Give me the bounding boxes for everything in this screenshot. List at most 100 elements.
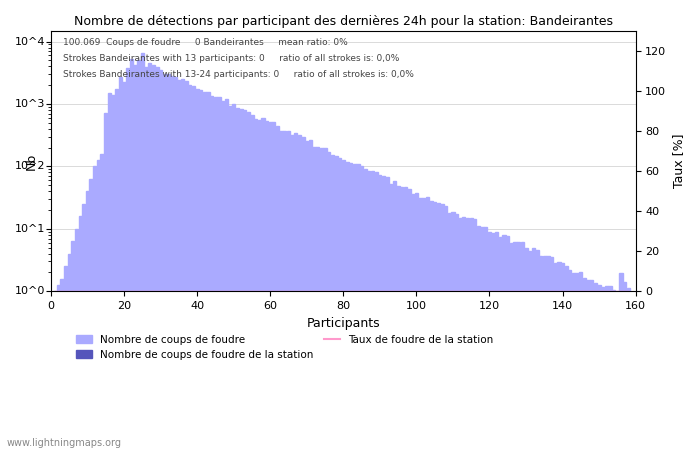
Bar <box>82 204 85 450</box>
Bar <box>608 287 612 450</box>
Bar <box>302 137 304 450</box>
Bar <box>517 242 520 450</box>
Bar <box>133 65 136 450</box>
Bar <box>524 248 528 450</box>
Bar <box>386 177 389 450</box>
Bar <box>590 280 594 450</box>
Bar <box>510 243 513 450</box>
Bar <box>243 110 246 450</box>
Bar <box>90 179 93 450</box>
Bar <box>587 280 589 450</box>
Bar <box>353 164 356 450</box>
Bar <box>342 160 345 450</box>
Bar <box>78 216 82 450</box>
Bar <box>579 272 582 450</box>
Bar <box>269 122 272 450</box>
Bar <box>144 67 148 450</box>
Bar <box>400 187 403 450</box>
Bar <box>309 140 312 450</box>
Text: Strokes Bandeirantes with 13 participants: 0     ratio of all strokes is: 0,0%: Strokes Bandeirantes with 13 participant… <box>62 54 399 63</box>
Bar <box>335 156 337 450</box>
Bar <box>192 86 195 450</box>
Bar <box>393 181 396 450</box>
Bar <box>64 266 67 450</box>
Bar <box>258 121 261 450</box>
Bar <box>447 213 451 450</box>
Bar <box>345 162 349 450</box>
Bar <box>228 106 232 450</box>
Bar <box>426 197 429 450</box>
X-axis label: Participants: Participants <box>307 316 380 329</box>
Bar <box>323 148 327 450</box>
Bar <box>539 256 542 450</box>
Bar <box>232 104 235 450</box>
Bar <box>404 187 407 450</box>
Bar <box>616 291 619 450</box>
Bar <box>181 79 184 450</box>
Text: 10^4: 10^4 <box>15 36 45 46</box>
Bar <box>462 217 466 450</box>
Bar <box>71 241 74 450</box>
Text: www.lightningmaps.org: www.lightningmaps.org <box>7 438 122 448</box>
Text: 100.069  Coups de foudre     0 Bandeirantes     mean ratio: 0%: 100.069 Coups de foudre 0 Bandeirantes m… <box>62 38 347 47</box>
Bar <box>491 233 495 450</box>
Bar <box>108 93 111 450</box>
Bar <box>203 92 206 450</box>
Bar <box>68 254 71 450</box>
Bar <box>506 236 510 450</box>
Bar <box>290 135 294 450</box>
Text: 10^2: 10^2 <box>15 162 45 171</box>
Bar <box>272 122 276 450</box>
Bar <box>218 97 220 450</box>
Bar <box>155 67 158 450</box>
Bar <box>458 218 462 450</box>
Bar <box>320 148 323 450</box>
Text: 10^3: 10^3 <box>15 99 45 109</box>
Bar <box>239 109 243 450</box>
Bar <box>371 171 374 450</box>
Bar <box>276 126 279 450</box>
Bar <box>137 59 140 450</box>
Bar <box>531 248 535 450</box>
Bar <box>429 202 433 450</box>
Bar <box>605 286 608 450</box>
Bar <box>378 175 382 450</box>
Bar <box>542 256 546 450</box>
Bar <box>93 166 97 450</box>
Bar <box>305 141 309 450</box>
Bar <box>225 99 228 450</box>
Bar <box>312 147 316 450</box>
Bar <box>170 76 173 450</box>
Y-axis label: Taux [%]: Taux [%] <box>672 134 685 188</box>
Bar <box>407 189 411 450</box>
Bar <box>572 273 575 450</box>
Bar <box>246 112 250 450</box>
Bar <box>414 193 418 450</box>
Bar <box>210 96 214 450</box>
Bar <box>437 203 440 450</box>
Bar <box>452 212 454 450</box>
Bar <box>411 194 414 450</box>
Bar <box>495 232 498 450</box>
Bar <box>119 76 122 450</box>
Bar <box>554 263 556 450</box>
Bar <box>396 186 400 450</box>
Bar <box>528 251 531 450</box>
Y-axis label: Nb: Nb <box>25 152 38 170</box>
Bar <box>360 166 363 450</box>
Bar <box>536 250 538 450</box>
Bar <box>214 97 217 450</box>
Bar <box>185 81 188 450</box>
Bar <box>473 220 477 450</box>
Bar <box>374 172 378 450</box>
Bar <box>568 270 571 450</box>
Bar <box>564 266 568 450</box>
Bar <box>298 135 301 450</box>
Bar <box>251 115 253 450</box>
Bar <box>466 218 469 450</box>
Bar <box>177 80 181 450</box>
Bar <box>601 287 604 450</box>
Bar <box>174 77 177 450</box>
Bar <box>141 54 144 450</box>
Bar <box>626 288 630 450</box>
